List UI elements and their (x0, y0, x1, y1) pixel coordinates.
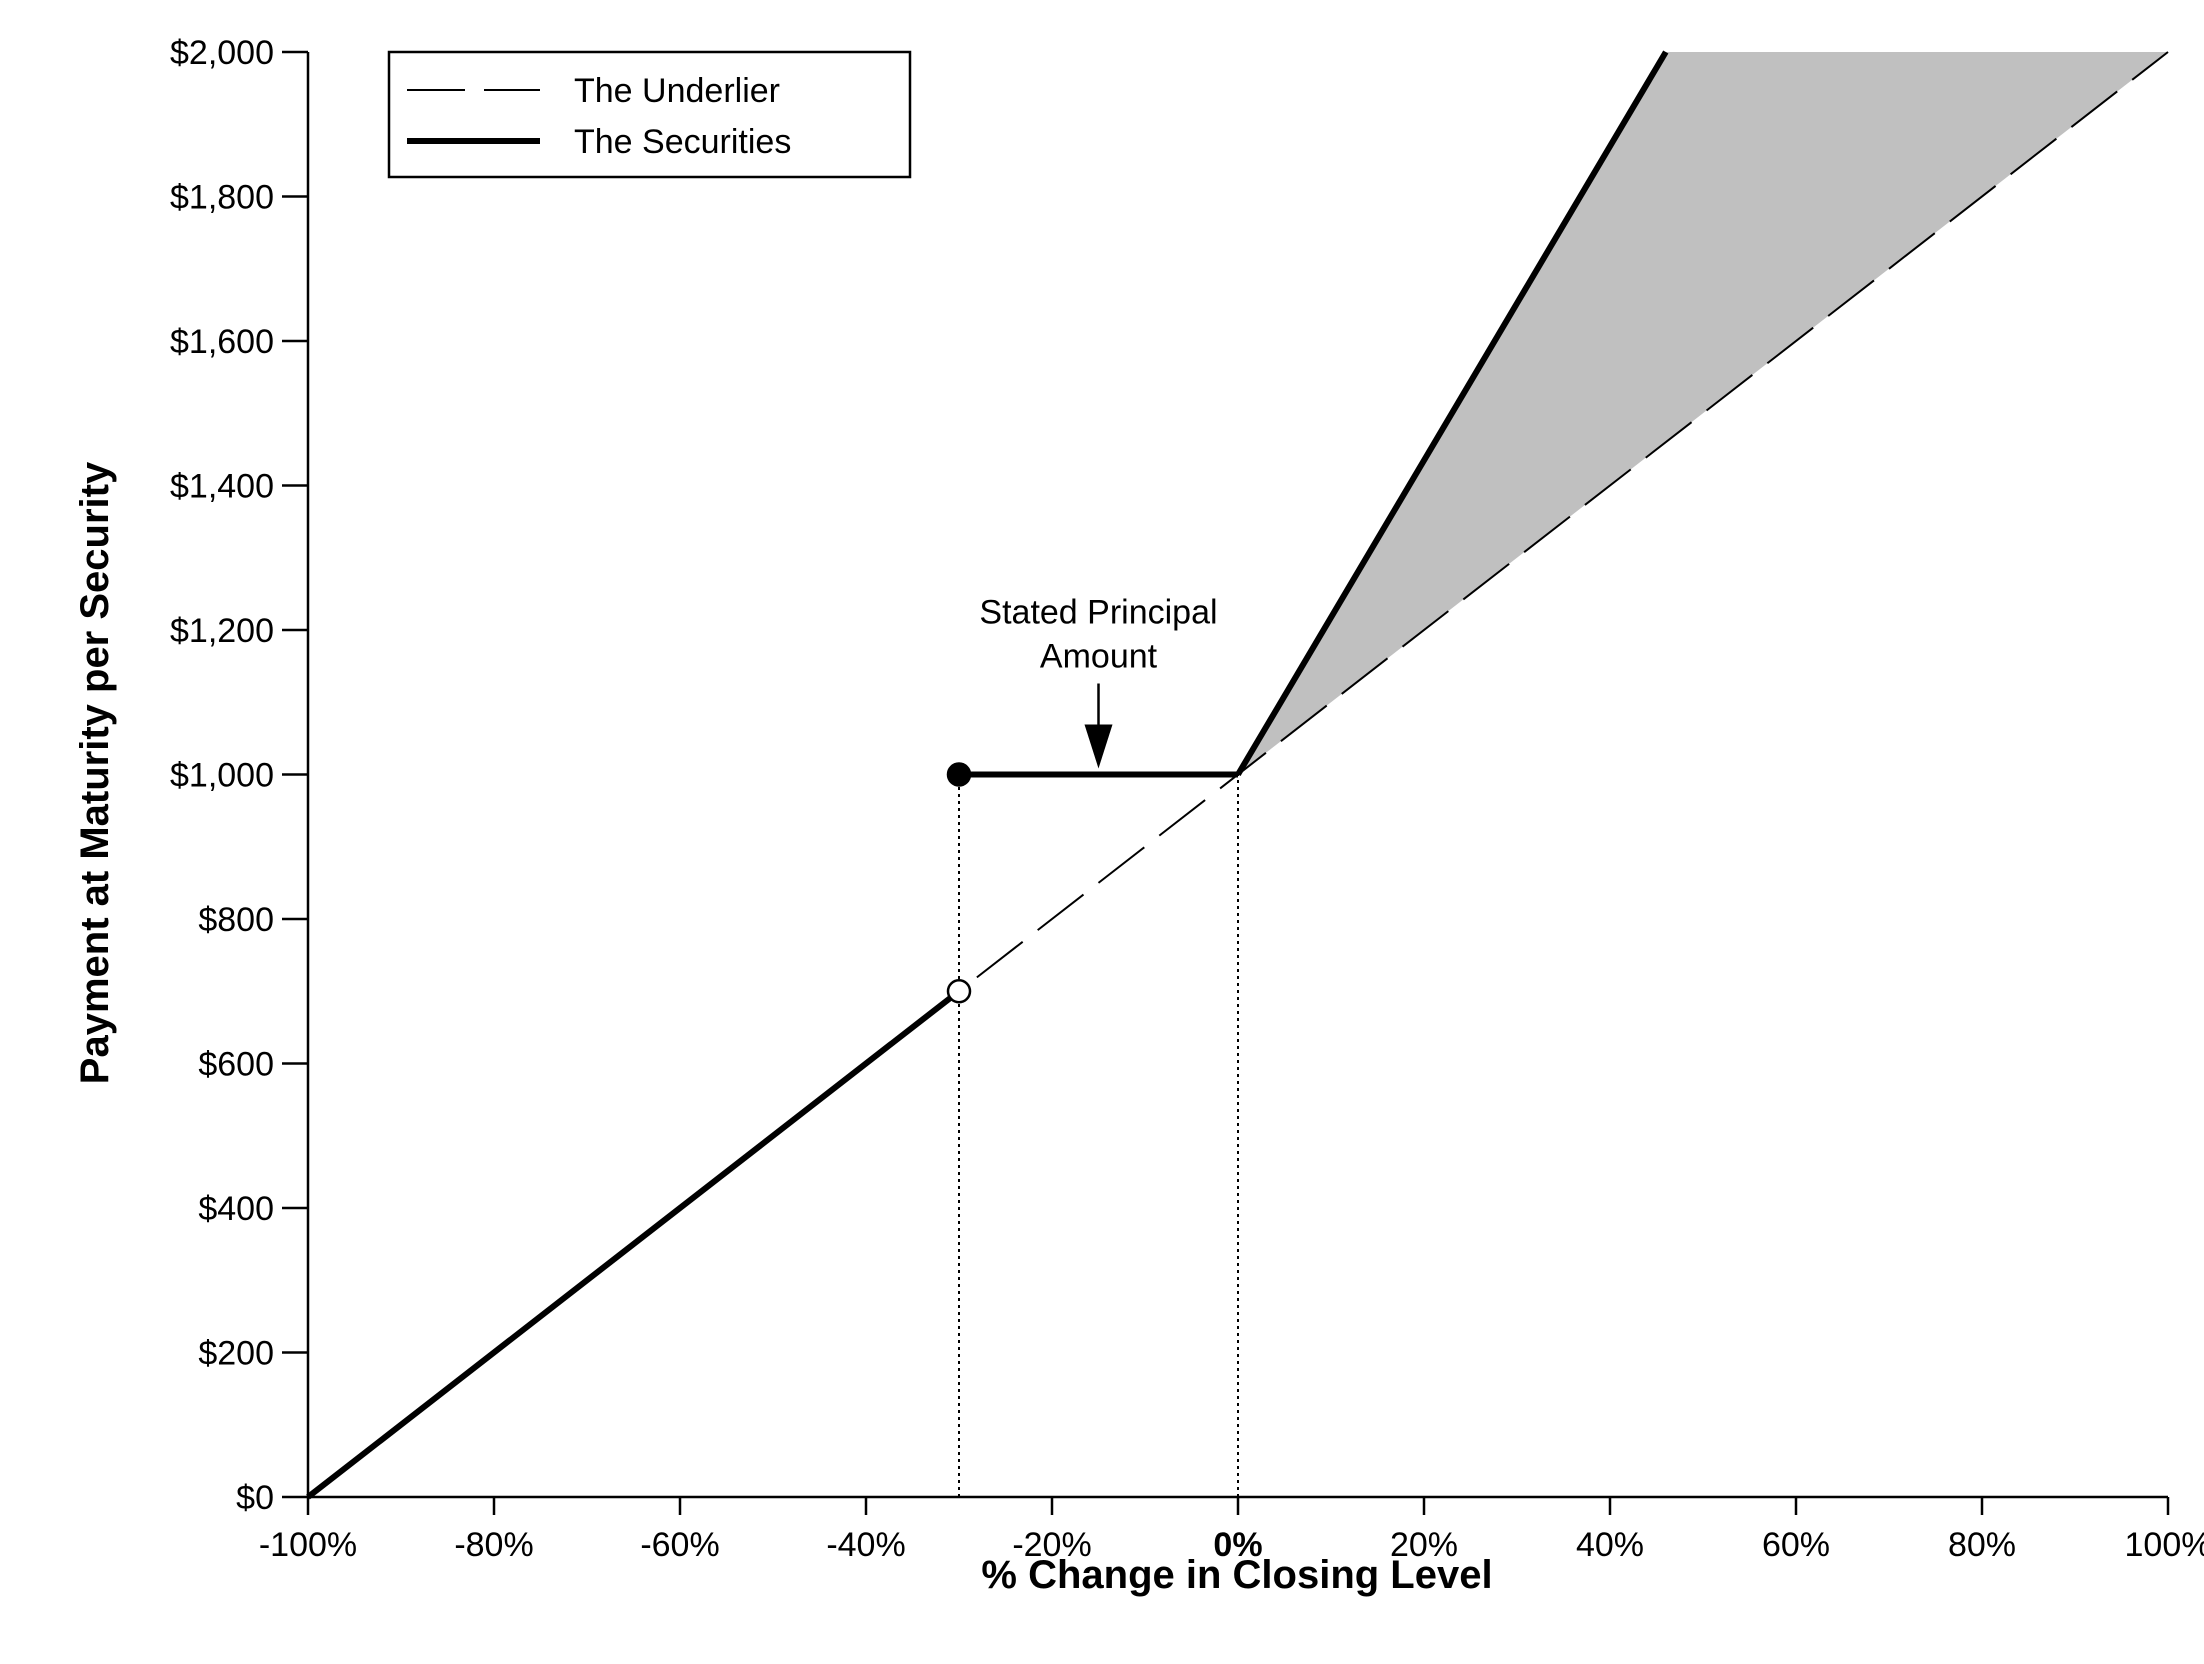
annotation-text-line: Stated Principal (979, 594, 1217, 632)
x-tick-label: -100% (259, 1526, 357, 1564)
axes-layer: $0 $200 $400 $600 $800 $1,000 $1,200 $1,400 $1,6… (170, 34, 2204, 1564)
filled-marker-0 (946, 762, 972, 787)
series-layer (306, 50, 2169, 1500)
annotation-layer: Stated Principal Amount (979, 594, 1218, 769)
x-tick-label: 100% (2125, 1526, 2204, 1564)
x-tick-label: 60% (1762, 1526, 1830, 1564)
x-axis-title: % Change in Closing Level (981, 1553, 1492, 1597)
x-tick-label: -60% (640, 1526, 719, 1564)
series-line-1-segment-2 (1235, 50, 1669, 777)
annotation-text-line: Amount (1040, 638, 1158, 676)
open-marker-1 (946, 979, 972, 1004)
x-tick-label: -80% (454, 1526, 533, 1564)
y-tick-label: $0 (236, 1479, 274, 1517)
x-tick-label: 40% (1576, 1526, 1644, 1564)
legend-box (387, 50, 912, 179)
x-tick-label: -40% (826, 1526, 905, 1564)
y-tick-label: $1,800 (170, 179, 274, 217)
x-tick-label: -20% (1012, 1526, 1091, 1564)
y-tick-label: $2,000 (170, 34, 274, 72)
y-tick-label: $200 (198, 1335, 274, 1373)
y-tick-label: $600 (198, 1046, 274, 1084)
y-tick-label: $800 (198, 901, 274, 939)
y-tick-label: $1,200 (170, 612, 274, 650)
markers-layer (946, 762, 972, 1004)
y-tick-label: $1,000 (170, 757, 274, 795)
legend-label-securities: The Securities (574, 123, 791, 161)
y-axis-title: Payment at Maturity per Security (73, 461, 117, 1084)
y-tick-label: $1,400 (170, 468, 274, 506)
y-tick-label: $400 (198, 1190, 274, 1228)
x-tick-label: 20% (1390, 1526, 1458, 1564)
x-tick-label: 0% (1213, 1526, 1262, 1564)
legend-label-underlier: The Underlier (574, 72, 780, 110)
reference-lines-layer (958, 774, 1239, 1497)
series-line-1-segment-0 (306, 988, 961, 1500)
y-tick-label: $1,600 (170, 323, 274, 361)
legend: The Underlier The Securities (387, 50, 912, 179)
annotation-arrow-head-0 (1084, 724, 1113, 769)
x-tick-label: 80% (1948, 1526, 2016, 1564)
